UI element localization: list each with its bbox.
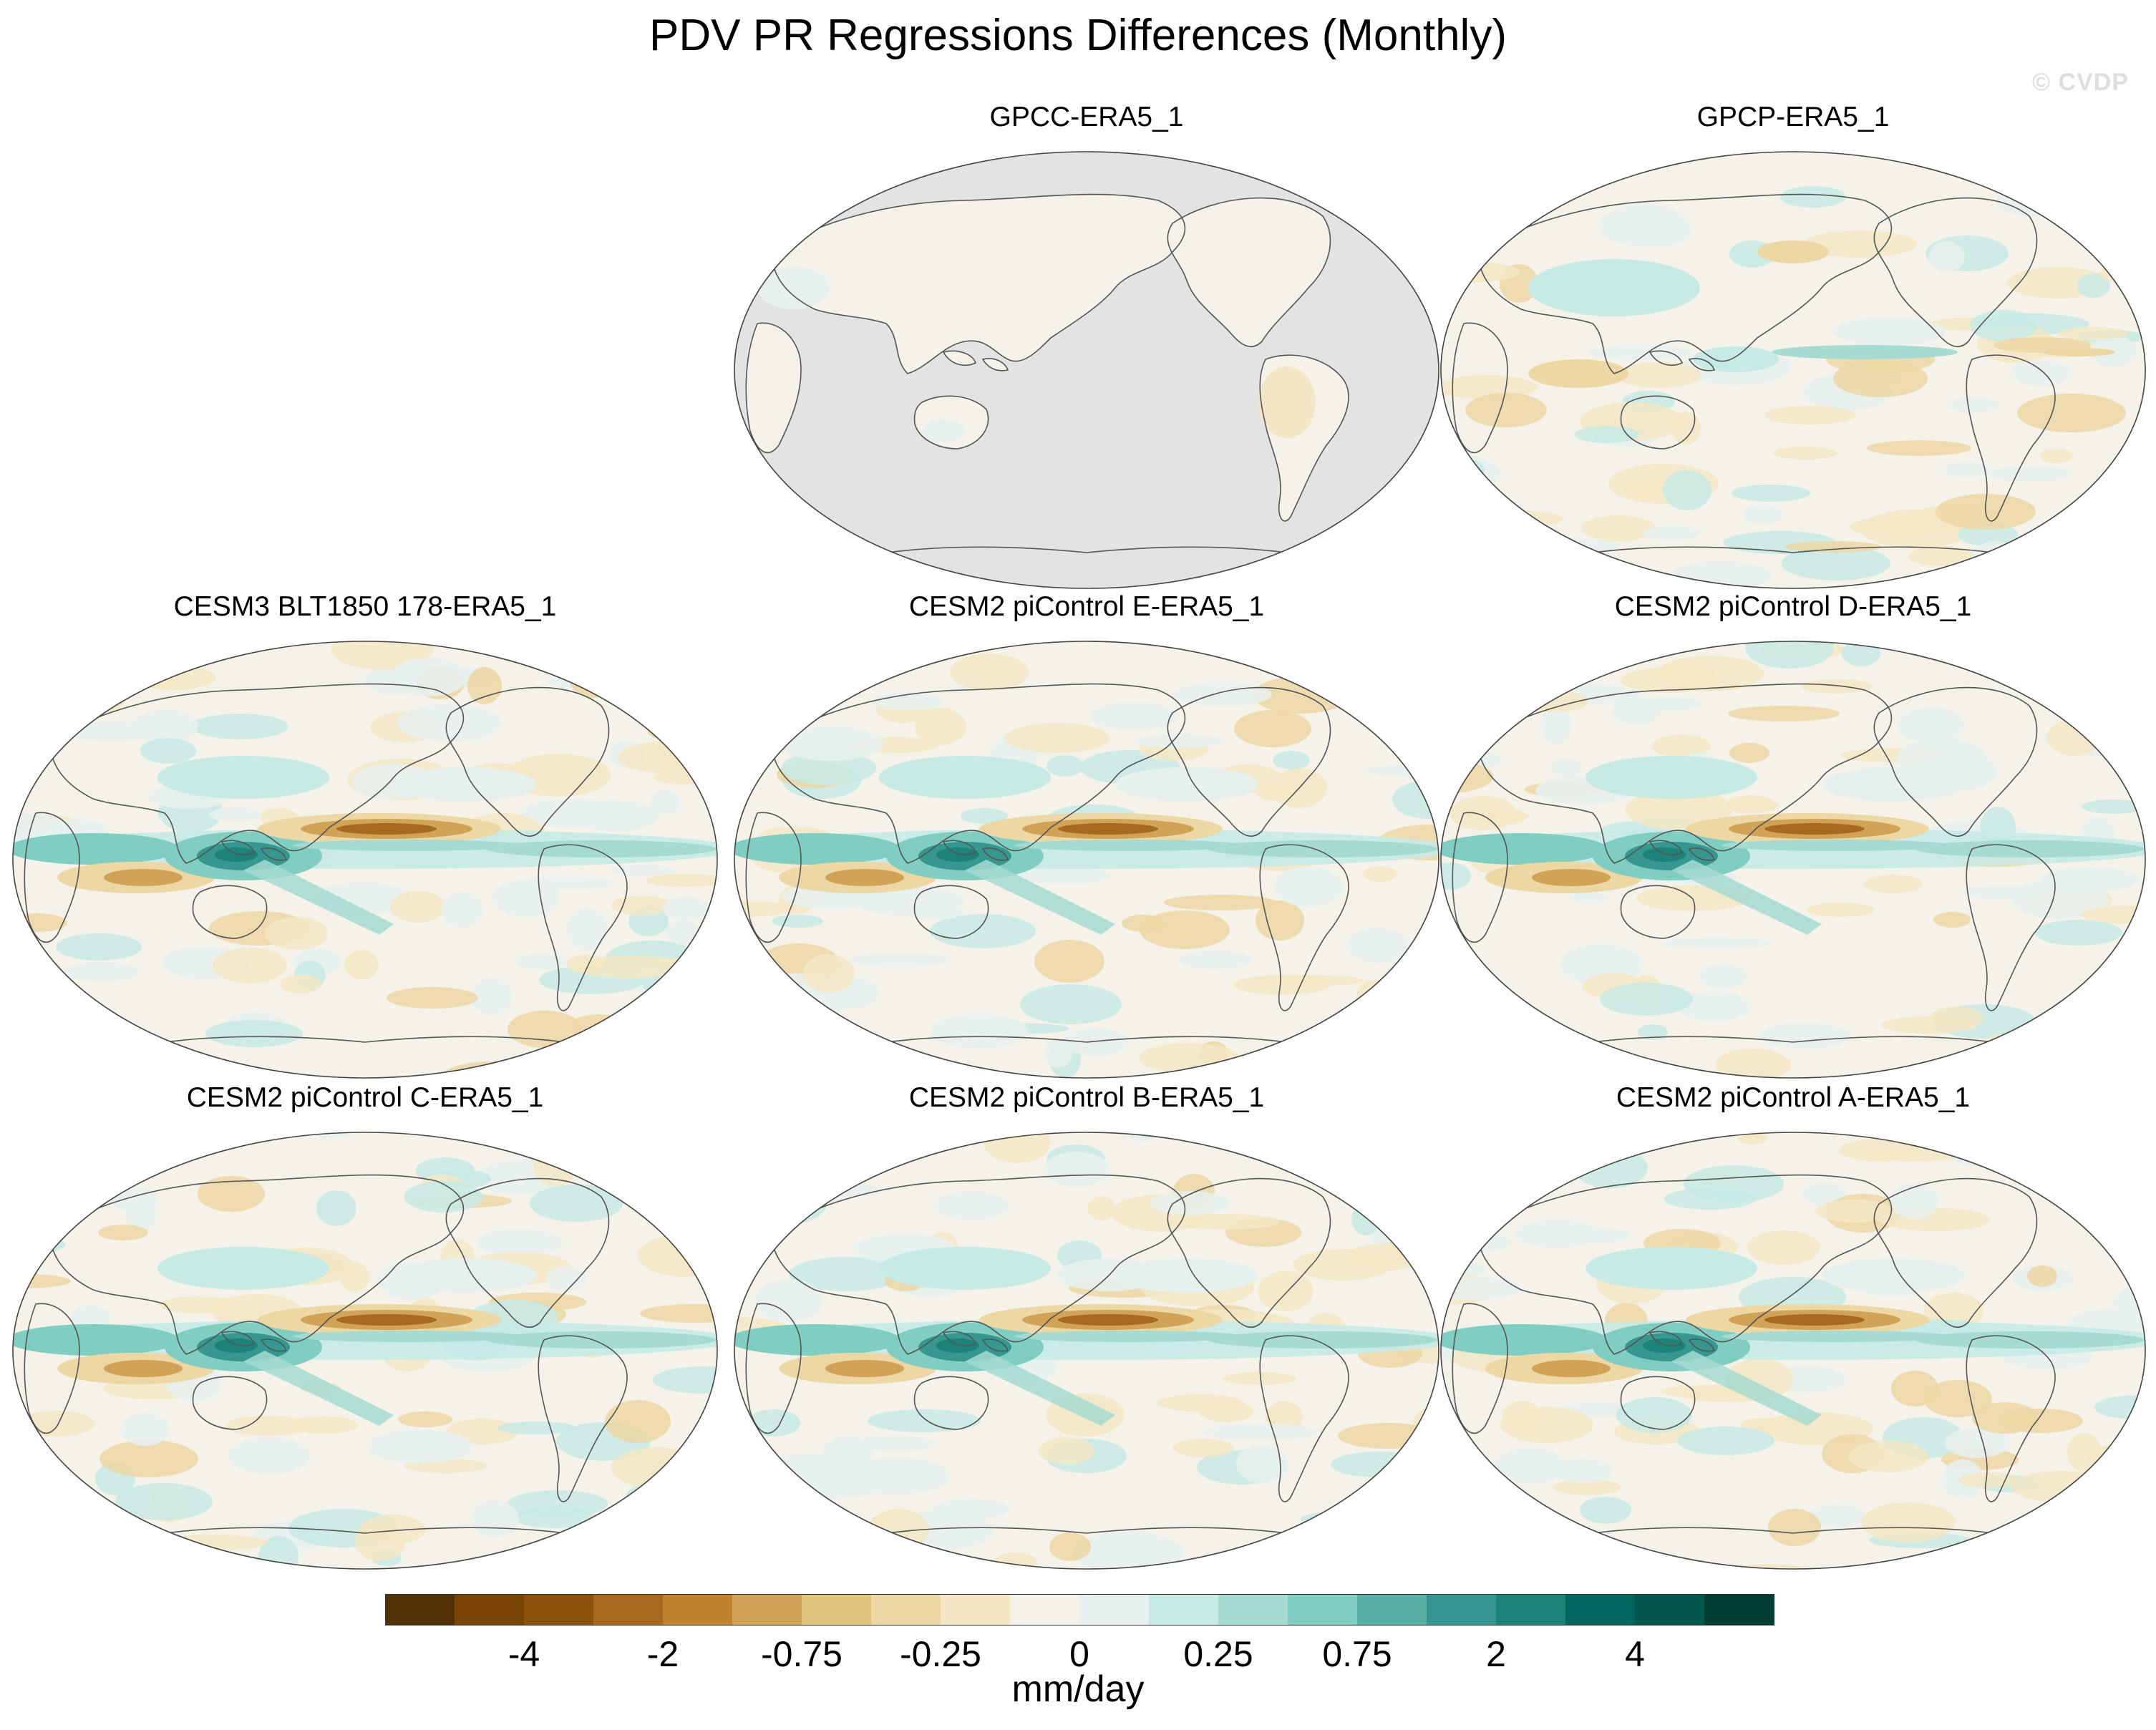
colorbar-box bbox=[1079, 1594, 1150, 1625]
colorbar-tick-label: -0.25 bbox=[900, 1634, 981, 1674]
map-plot bbox=[734, 1132, 1439, 1570]
colorbar-box bbox=[802, 1594, 872, 1625]
map-border bbox=[734, 151, 1439, 589]
colorbar-tick-label: -2 bbox=[646, 1634, 679, 1674]
coastlines bbox=[745, 186, 1392, 564]
map-panel-cesm2-a: CESM2 piControl A-ERA5_1 bbox=[1435, 1082, 2151, 1576]
map-border bbox=[12, 1132, 718, 1570]
map-field bbox=[13, 641, 717, 1078]
map-plot bbox=[734, 641, 1439, 1079]
map-plot bbox=[1440, 641, 2146, 1079]
panel-title: CESM2 piControl E-ERA5_1 bbox=[908, 591, 1265, 622]
colorbar-tick-label: 0 bbox=[1069, 1634, 1089, 1674]
colorbar bbox=[385, 1594, 1774, 1628]
map-panel-gpcc: GPCC-ERA5_1 bbox=[729, 102, 1444, 596]
colorbar-frame bbox=[385, 1594, 1774, 1625]
coastlines bbox=[1452, 186, 2099, 564]
colorbar-box bbox=[1218, 1594, 1288, 1625]
panel-title: CESM2 piControl C-ERA5_1 bbox=[186, 1082, 544, 1113]
map-field bbox=[734, 152, 1439, 588]
colorbar-box bbox=[524, 1594, 594, 1625]
map-plot bbox=[1440, 1132, 2146, 1570]
colorbar-box bbox=[385, 1594, 455, 1625]
coastlines bbox=[24, 1167, 671, 1545]
colorbar-box bbox=[871, 1594, 941, 1625]
map-border bbox=[734, 1132, 1439, 1570]
map-plot bbox=[12, 1132, 718, 1570]
map-field bbox=[734, 641, 1439, 1078]
map-plot bbox=[12, 641, 718, 1079]
map-border bbox=[1440, 151, 2146, 589]
map-panel-cesm3-blt1850: CESM3 BLT1850 178-ERA5_1 bbox=[7, 591, 723, 1085]
colorbar-box bbox=[1496, 1594, 1566, 1625]
colorbar-tick-label: 0.25 bbox=[1183, 1634, 1253, 1674]
colorbar-tick-label: -4 bbox=[508, 1634, 540, 1674]
panel-title: GPCP-ERA5_1 bbox=[1696, 102, 1890, 132]
map-field bbox=[1441, 152, 2145, 588]
panel-title: CESM2 piControl A-ERA5_1 bbox=[1616, 1082, 1971, 1113]
colorbar-box bbox=[1288, 1594, 1358, 1625]
map-field bbox=[734, 1132, 1439, 1569]
colorbar-box bbox=[1427, 1594, 1497, 1625]
colorbar-box bbox=[593, 1594, 664, 1625]
colorbar-tick-label: -0.75 bbox=[761, 1634, 843, 1674]
colorbar-tick-label: 2 bbox=[1486, 1634, 1506, 1674]
map-plot bbox=[734, 151, 1439, 589]
map-panel-cesm2-c: CESM2 piControl C-ERA5_1 bbox=[7, 1082, 723, 1576]
map-border bbox=[734, 641, 1439, 1079]
cvdp-credit: © CVDP bbox=[2032, 69, 2129, 96]
colorbar-box bbox=[1565, 1594, 1636, 1625]
map-plot bbox=[1440, 151, 2146, 589]
colorbar-units: mm/day bbox=[1011, 1668, 1145, 1710]
map-panel-cesm2-d: CESM2 piControl D-ERA5_1 bbox=[1435, 591, 2151, 1085]
colorbar-box bbox=[732, 1594, 802, 1625]
figure-title: PDV PR Regressions Differences (Monthly) bbox=[649, 11, 1507, 60]
panel-title: CESM2 piControl D-ERA5_1 bbox=[1614, 591, 1972, 622]
panel-title: CESM2 piControl B-ERA5_1 bbox=[908, 1082, 1265, 1113]
colorbar-box bbox=[1010, 1594, 1080, 1625]
map-panel-cesm2-e: CESM2 piControl E-ERA5_1 bbox=[729, 591, 1444, 1085]
map-field bbox=[1441, 641, 2145, 1078]
coastlines bbox=[745, 676, 1392, 1054]
map-border bbox=[12, 641, 718, 1079]
colorbar-box bbox=[455, 1594, 525, 1625]
map-panel-cesm2-b: CESM2 piControl B-ERA5_1 bbox=[729, 1082, 1444, 1576]
colorbar-tick-label: 4 bbox=[1625, 1634, 1645, 1674]
colorbar-tick-label: 0.75 bbox=[1322, 1634, 1392, 1674]
map-field bbox=[1441, 1132, 2145, 1569]
map-field bbox=[13, 1132, 717, 1569]
map-border bbox=[1440, 641, 2146, 1079]
colorbar-box bbox=[941, 1594, 1011, 1625]
colorbar-box bbox=[1635, 1594, 1705, 1625]
panel-title: CESM3 BLT1850 178-ERA5_1 bbox=[173, 591, 557, 622]
colorbar-box bbox=[1357, 1594, 1427, 1625]
map-panel-gpcp: GPCP-ERA5_1 bbox=[1435, 102, 2151, 596]
colorbar-box bbox=[1704, 1594, 1774, 1625]
colorbar-box bbox=[663, 1594, 733, 1625]
colorbar-box bbox=[1149, 1594, 1219, 1625]
panel-title: GPCC-ERA5_1 bbox=[989, 102, 1184, 132]
map-border bbox=[1440, 1132, 2146, 1570]
